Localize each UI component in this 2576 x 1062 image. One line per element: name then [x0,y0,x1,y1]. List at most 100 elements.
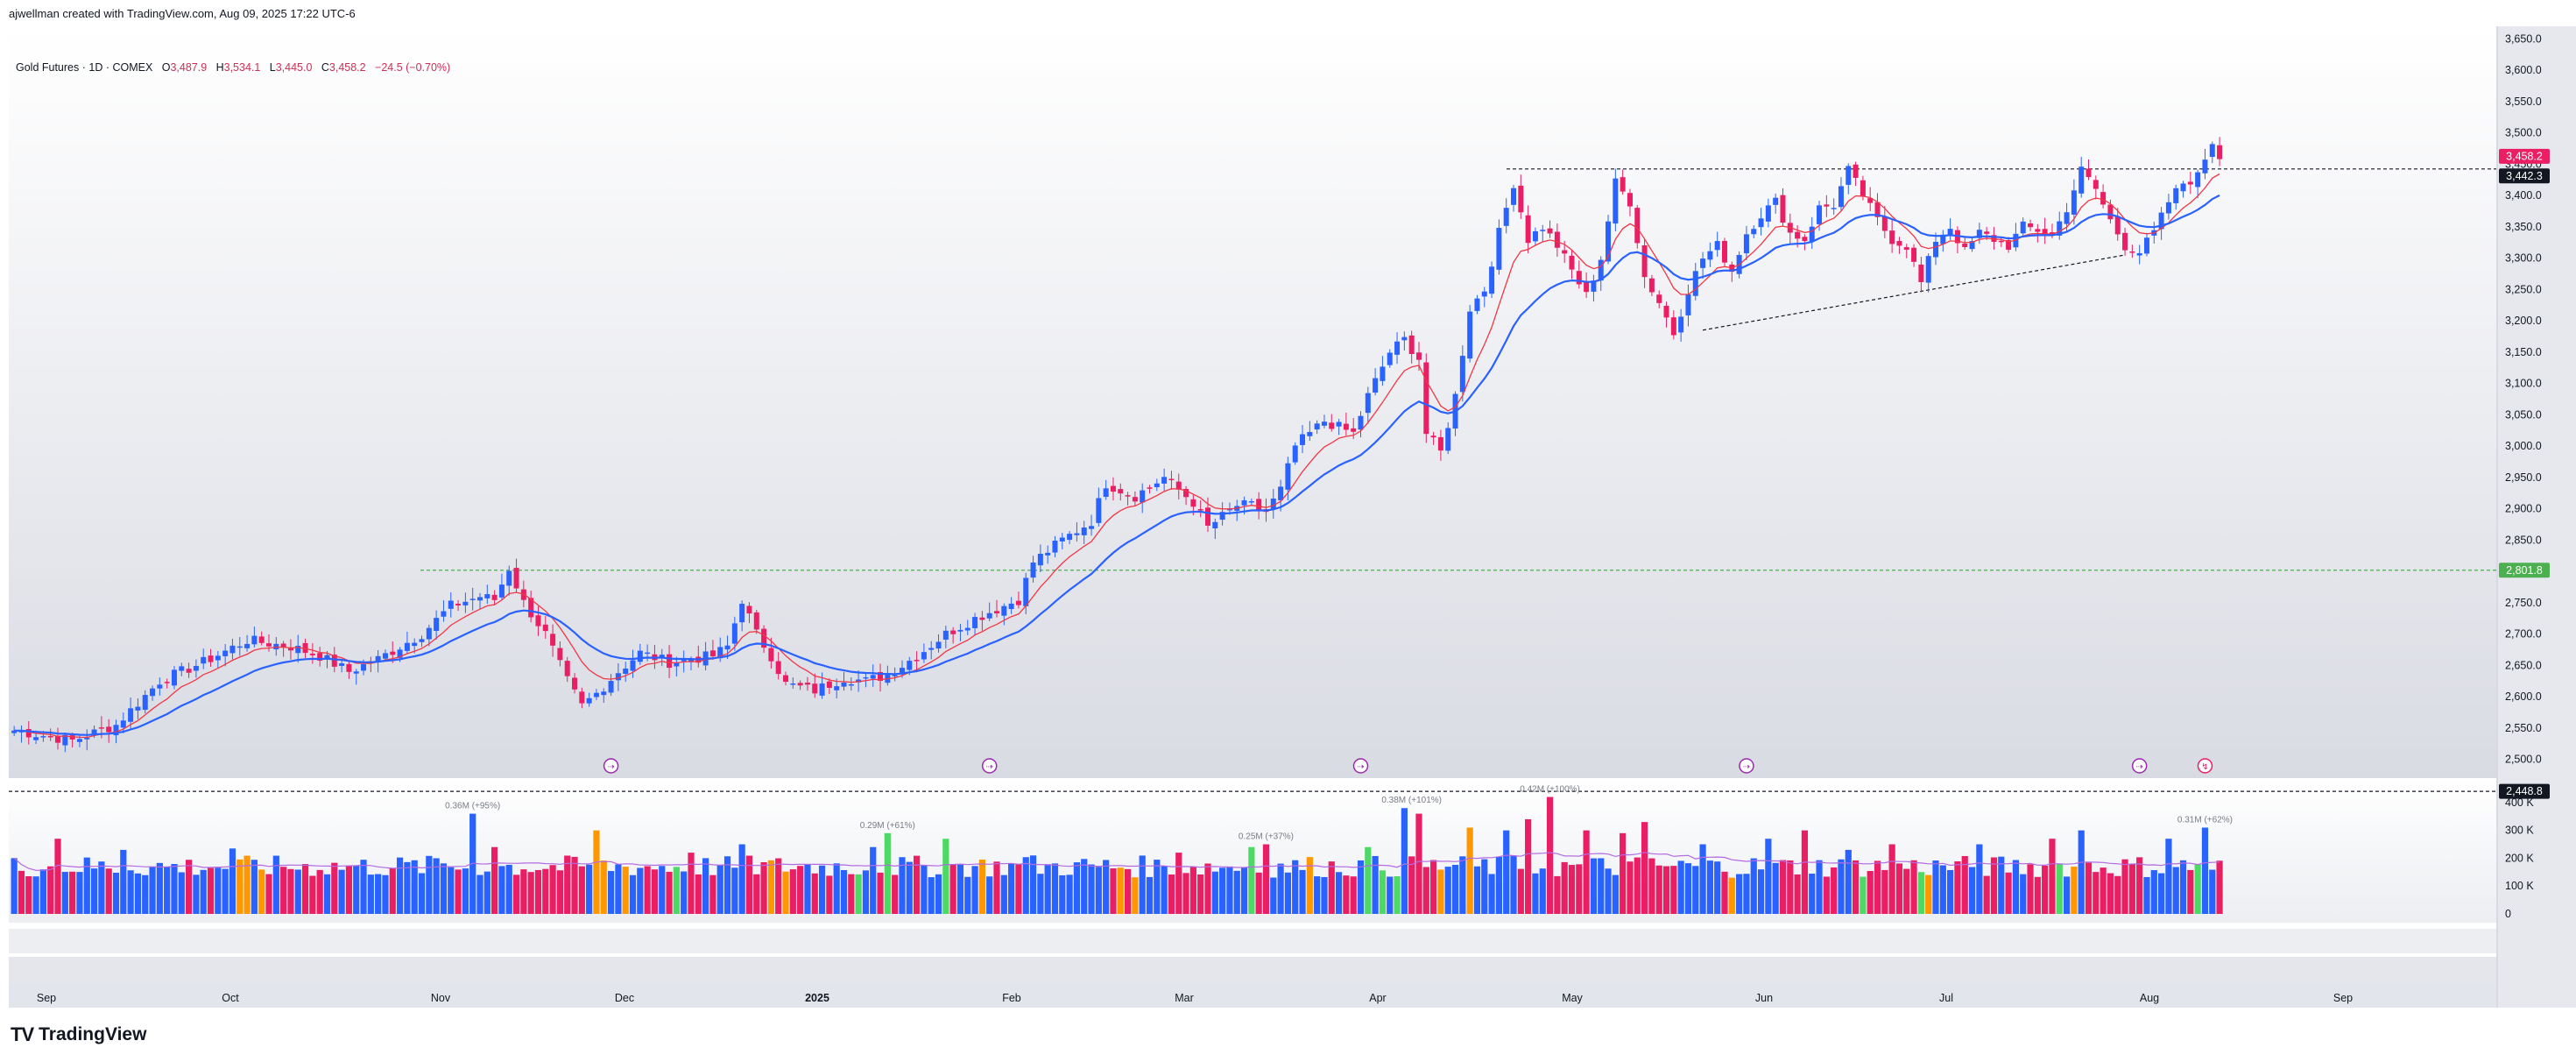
candle-body [208,655,214,662]
candle [1896,237,1902,254]
candle [1554,223,1560,257]
time-tick-label: Feb [1002,992,1021,1004]
candle-body [783,675,789,683]
candle-body [1853,164,1859,178]
candle [775,652,781,680]
volume-bar [1976,844,1983,914]
candle [1067,531,1073,545]
candle-body [819,683,825,696]
volume-bar [1576,864,1583,914]
volume-bar [1765,839,1772,914]
volume-bar [1277,863,1284,914]
volume-bar [971,866,978,914]
candle [1147,485,1153,494]
candle [804,676,810,691]
candle [1641,237,1648,288]
candle-body [812,683,818,694]
candle [1445,421,1451,455]
candle [2057,211,2063,240]
candle-body [1685,294,1691,315]
volume-bar [505,864,512,914]
volume-bar [1648,858,1655,914]
candle [491,590,498,605]
candle [1132,491,1138,506]
volume-bar [1721,871,1728,914]
dividend-event-icon[interactable]: ⇢ [603,758,619,774]
candle-body [1373,378,1379,393]
lower-pane-2 [9,957,2496,985]
candle-body [1591,280,1597,292]
volume-bar [1292,860,1299,914]
price-tag-bg [2499,168,2550,184]
volume-bar [1874,860,1881,914]
candle-body [1118,489,1124,494]
volume-bar [629,874,637,914]
volume-bar [578,866,585,914]
candle [236,637,243,656]
candle-body [317,653,323,661]
candle-body [681,659,687,662]
candle [1700,251,1706,280]
candle-body [964,627,970,631]
candle [513,558,519,593]
candle-body [1984,231,1990,234]
dividend-event-icon[interactable]: ⇢ [1739,758,1754,774]
volume-bar [1335,872,1343,914]
candle-body [113,725,119,736]
volume-bar [1917,872,1924,914]
candle [1743,225,1749,260]
time-tick-label: Sep [37,992,56,1004]
candle-body [1802,237,1808,242]
candle-body [2028,223,2034,228]
time-tick-label: May [1562,992,1583,1004]
candle [171,666,177,690]
volume-bar [935,874,942,914]
candle-body [2136,252,2142,256]
volume-annotation: 0.38M (+101%) [1381,796,1442,805]
price-tick-label: 2,750.0 [2505,597,2542,609]
event-markers[interactable]: ⇢ ⇢ ⇢ ⇢ ⇢ ↯ [603,758,2213,774]
volume-bar [1860,876,1867,914]
candle-body [193,666,199,671]
volume-annotation: 0.36M (+95%) [445,802,500,811]
candle [1489,261,1495,299]
candle [1874,193,1881,226]
volume-bar [1161,866,1168,914]
candle [1525,205,1531,254]
candle-body [1940,234,1946,244]
volume-bar [2209,869,2216,914]
candle-body [1722,241,1728,263]
candle-body [244,643,251,648]
candle [1314,420,1320,435]
event-marker-glyph: ⇢ [2135,762,2142,772]
candle [709,640,716,660]
volume-bar [316,869,323,914]
price-tag-label: 3,458.2 [2506,150,2543,162]
tradingview-brand[interactable]: TV TradingView [11,1023,146,1046]
earnings-event-icon[interactable]: ↯ [2197,758,2213,774]
candle [1125,492,1131,506]
event-marker-circle [1739,758,1754,774]
candle [11,726,18,737]
support-tag: 2,801.8 [2499,563,2550,578]
candle-body [1663,306,1669,318]
event-marker-circle [2131,758,2148,774]
candle [1212,518,1218,540]
candle-body [404,642,410,651]
candle [2187,171,2193,195]
candle-body [2195,172,2201,188]
candle-body [1962,243,1968,247]
candle-body [1540,230,1546,231]
dividend-event-icon[interactable]: ⇢ [981,758,998,774]
candle [1023,572,1029,614]
volume-bar [120,849,127,914]
candle-body [1751,229,1757,235]
volume-bar [61,872,68,914]
candle-body [2035,229,2041,232]
volume-bar [1422,867,1429,914]
candle-body [1656,294,1662,303]
dividend-event-icon[interactable]: ⇢ [2131,758,2148,774]
symbol-legend[interactable]: Gold Futures · 1D · COMEX O3,487.9 H3,53… [16,61,450,74]
dividend-event-icon[interactable]: ⇢ [1352,758,1369,774]
